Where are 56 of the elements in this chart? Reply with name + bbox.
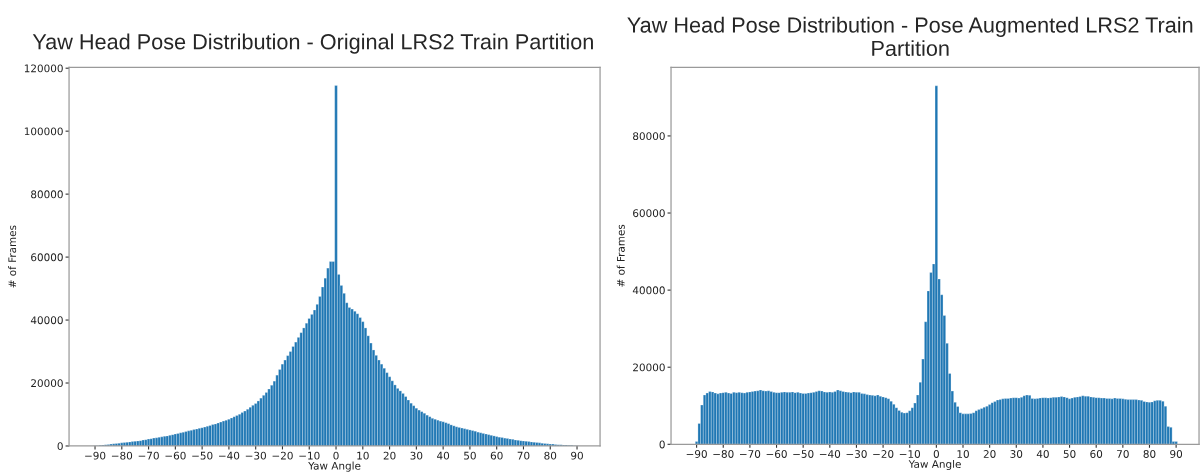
y-tick-label: 80000 [31, 190, 63, 199]
x-tick-label: −10 [899, 450, 921, 458]
y-axis-title: # of Frames [616, 224, 625, 287]
x-tick-label: 20 [983, 450, 996, 458]
x-tick-label: 80 [544, 451, 557, 460]
x-tick-label: 50 [1063, 450, 1076, 458]
y-tick-label: 20000 [633, 363, 665, 372]
x-tick-label: 20 [383, 451, 396, 460]
x-tick-label: 10 [957, 450, 969, 458]
x-tick-label: −60 [766, 450, 787, 458]
chart-title: Yaw Head Pose Distribution - Original LRS2 Train Partition [32, 33, 593, 54]
x-tick-label: 0 [333, 451, 339, 460]
y-tick-label: 40000 [30, 316, 63, 325]
x-tick-label: 40 [1036, 450, 1049, 458]
x-tick-label: −20 [873, 450, 894, 458]
x-tick-label: 90 [1170, 450, 1183, 458]
x-tick-label: 60 [1090, 450, 1103, 458]
x-tick-label: 70 [517, 451, 530, 460]
y-tick-label: 60000 [31, 253, 63, 262]
x-tick-label: −70 [138, 451, 159, 460]
y-tick-label: 60000 [633, 209, 665, 218]
x-tick-label: −30 [846, 450, 867, 458]
y-tick-label: 80000 [633, 132, 665, 141]
x-tick-label: −70 [740, 450, 761, 458]
x-tick-label: 30 [410, 451, 423, 460]
y-axis-title: # of Frames [8, 225, 17, 288]
x-tick-label: −20 [272, 451, 293, 460]
x-tick-label: −90 [686, 450, 707, 458]
x-tick-label: 90 [571, 451, 583, 460]
x-tick-label: −80 [111, 451, 133, 460]
chart-title: Yaw Head Pose Distribution - Pose Augmented LRS2 Train Partition [627, 16, 1193, 57]
x-axis-title: Yaw Angle [908, 459, 961, 471]
x-tick-label: 30 [1010, 450, 1023, 458]
x-tick-label: −60 [165, 451, 186, 460]
y-tick-label: 100000 [24, 127, 63, 136]
x-axis-title: Yaw Angle [308, 461, 361, 472]
x-tick-label: 60 [490, 451, 503, 460]
x-tick-label: −80 [713, 450, 734, 458]
x-tick-label: 70 [1117, 450, 1129, 458]
x-tick-label: −50 [793, 450, 814, 458]
x-tick-label: 80 [1143, 450, 1156, 458]
y-tick-label: 120000 [24, 64, 63, 73]
x-tick-label: 50 [464, 451, 476, 460]
y-tick-label: 40000 [632, 286, 665, 295]
y-tick-label: 0 [57, 442, 63, 451]
y-tick-label: 20000 [31, 379, 63, 388]
x-tick-label: −30 [245, 451, 266, 460]
x-tick-label: −90 [85, 451, 106, 460]
y-tick-label: 0 [659, 440, 665, 449]
x-tick-label: −40 [819, 450, 841, 458]
x-tick-label: 10 [357, 451, 369, 460]
x-tick-label: −40 [219, 451, 240, 460]
x-tick-label: −50 [192, 451, 213, 460]
x-tick-label: 40 [437, 451, 450, 460]
x-tick-label: −10 [299, 451, 320, 460]
x-tick-label: 0 [933, 450, 939, 458]
